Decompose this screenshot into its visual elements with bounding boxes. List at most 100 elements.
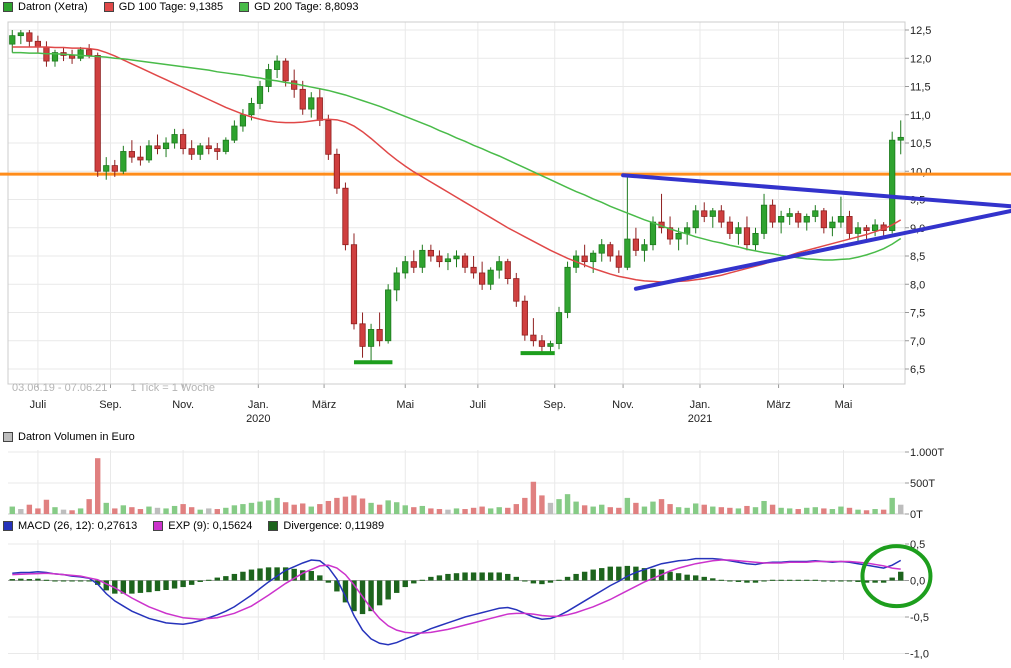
volume-bar [180,504,186,514]
divergence-bar [385,580,391,600]
date-range-text: 03.06.19 - 07.06.21 [12,382,108,394]
candle-body [350,244,358,325]
volume-bar [710,506,716,514]
divergence-bar [95,580,101,585]
divergence-bar [52,580,58,582]
legend-item-gd100: GD 100 Tage: 9,1385 [103,1,223,13]
volume-bar [684,507,690,514]
volume-bar [795,509,801,514]
volume-bar [812,507,818,514]
volume-bar [718,507,725,514]
exp-swatch-icon [153,521,164,531]
candle-body [624,238,631,268]
divergence-bar [103,580,109,591]
volume-bar [453,508,460,514]
candle-body [86,49,93,56]
candle-body [897,136,904,141]
divergence-bar [265,567,272,581]
volume-bar [838,506,844,514]
volume-bar [86,499,92,514]
candle-body [376,329,383,342]
divergence-bar [462,572,468,581]
month-axis-label: Nov. [172,399,194,411]
divergence-bar [641,568,648,581]
candle-body [530,334,537,342]
candle-body [598,244,605,254]
datron-series-swatch-icon [3,2,13,12]
candle-body [752,232,759,246]
divergence-bar [539,580,545,585]
candle-body [316,97,323,121]
candle-body [795,213,802,223]
divergence-bar [573,573,579,581]
divergence-bar [445,573,451,581]
divergence-bar [120,580,127,594]
divergence-bar [701,576,707,581]
candle-body [812,210,819,217]
divergence-bar [513,576,519,581]
divergence-bar [744,580,750,583]
price-axis-label: 8,5 [910,251,925,263]
breakout-highlight-ellipse [860,544,933,609]
candle-body [461,255,469,268]
volume-bar [282,502,289,514]
divergence-bar [769,579,776,581]
candle-body [666,227,674,240]
date-range-note: 03.06.19 - 07.06.21 1 Tick = 1 Woche [12,382,235,394]
volume-bar [479,506,485,514]
candle-body [521,300,528,336]
divergence-bar [479,572,485,581]
volume-bar [898,504,904,514]
volume-bar [317,504,323,514]
candle-body [205,145,212,150]
divergence-bar [291,568,297,581]
volume-bar [863,510,870,514]
volume-bar [265,500,272,514]
divergence-bar [171,580,178,589]
candle-body [171,134,178,144]
tick-note-text: 1 Tick = 1 Woche [130,382,215,394]
candle-body [154,145,161,150]
volume-bar [761,500,767,514]
candle-body [77,49,84,59]
volume-bar [197,509,203,514]
volume-bar [846,507,853,514]
price-axis-label: 6,5 [910,364,925,376]
legend-label-divergence: Divergence: 0,11989 [283,520,385,532]
volume-bar [581,505,588,514]
legend-label-macd: MACD (26, 12): 0,27613 [18,520,138,532]
candle-body [248,103,255,116]
price-axis-label: 10,0 [910,166,931,178]
divergence-bar [342,580,349,603]
divergence-bar [855,580,861,582]
divergence-bar [43,579,50,581]
trendline-lower [633,208,1011,291]
candle-body [214,148,221,152]
divergence-bar [624,565,631,581]
divergence-bar [675,573,682,581]
divergence-bar [402,580,408,588]
volume-bar [513,504,519,514]
volume-bar [701,504,707,514]
volume-bar [786,508,793,514]
divergence-bar [308,571,314,581]
volume-swatch-icon [3,432,13,442]
divergence-bar [428,576,434,581]
candle-body [803,216,810,223]
candle-body [479,272,486,285]
volume-bar [376,504,383,514]
volume-bar [308,506,314,514]
volume-bar [120,505,127,514]
volume-bar [394,502,400,514]
year-axis-label: 2021 [688,413,712,425]
divergence-bar [530,580,537,584]
candle-body [769,204,776,223]
candle-body [649,221,657,246]
divergence-bar [547,580,554,583]
candle-body [239,114,247,127]
candle-body [367,329,375,347]
price-axis-label: 12,0 [910,53,931,65]
candle-body [359,323,366,347]
volume-bar [342,496,349,514]
candle-body [778,216,785,223]
